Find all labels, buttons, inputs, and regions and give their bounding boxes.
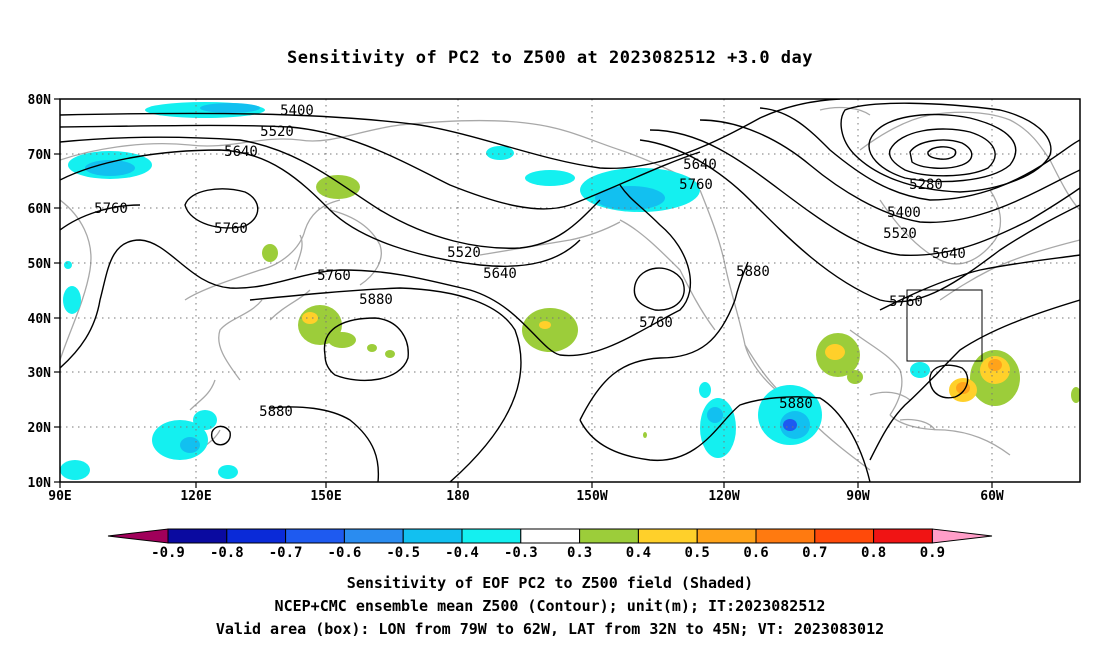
contour-label: 5760 (639, 315, 673, 331)
colorbar-swatch (696, 528, 757, 544)
contour-label: 5520 (260, 124, 294, 140)
lon-label: 60W (980, 489, 1004, 504)
lon-label: 150W (576, 489, 607, 504)
colorbar-swatch (873, 528, 933, 544)
contour-label: 5760 (94, 201, 128, 217)
colorbar-swatch (579, 528, 639, 544)
lat-label: 80N (28, 93, 52, 108)
colorbar-label: -0.7 (269, 545, 303, 561)
colorbar-label: 0.8 (861, 545, 886, 561)
lat-label: 60N (28, 202, 52, 217)
lat-label: 50N (28, 257, 52, 272)
colorbar-swatch (167, 528, 228, 544)
colorbar-label: -0.6 (328, 545, 362, 561)
colorbar-swatch (226, 528, 287, 544)
contour-label: 5400 (887, 205, 921, 221)
contour-label: 5880 (359, 292, 393, 308)
axis-ticks (54, 98, 993, 488)
colorbar-swatch (461, 528, 522, 544)
lon-label: 90W (846, 489, 870, 504)
sensitivity-shading (60, 102, 1080, 480)
lon-label: 180 (446, 489, 470, 504)
lon-label: 90E (48, 489, 71, 504)
colorbar-label: -0.9 (151, 545, 185, 561)
graticule (60, 99, 1080, 482)
colorbar-label: 0.6 (743, 545, 768, 561)
contour-label: 5760 (889, 294, 923, 310)
contour-label: 5640 (224, 144, 258, 160)
contour-label: 5640 (483, 266, 517, 282)
lat-label: 40N (28, 312, 52, 327)
contour-label: 5520 (883, 226, 917, 242)
contour-label: 5880 (779, 396, 813, 412)
contour-label: 5280 (909, 177, 943, 193)
contour-labels: 5400 5520 5640 5760 5760 5520 5640 5640 … (94, 103, 966, 420)
lon-labels: 90E 120E 150E 180 150W 120W 90W 60W (48, 489, 1004, 504)
colorbar-swatch (402, 528, 463, 544)
contour-label: 5760 (317, 268, 351, 284)
colorbar-label: -0.8 (210, 545, 244, 561)
lat-label: 30N (28, 366, 52, 381)
colorbar-label: -0.4 (445, 545, 479, 561)
footer-line-2: NCEP+CMC ensemble mean Z500 (Contour); u… (274, 597, 826, 615)
lon-label: 120E (180, 489, 211, 504)
colorbar-swatch (520, 528, 581, 544)
lat-labels: 80N 70N 60N 50N 40N 30N 20N 10N (28, 93, 52, 491)
lon-label: 120W (708, 489, 739, 504)
colorbar-end-left (107, 528, 169, 544)
colorbar-swatch (343, 528, 404, 544)
footer-line-1: Sensitivity of EOF PC2 to Z500 field (Sh… (346, 574, 754, 592)
colorbar-swatch (285, 528, 345, 544)
chart-title: Sensitivity of PC2 to Z500 at 2023082512… (286, 48, 813, 68)
colorbar-label: 0.9 (920, 545, 945, 561)
colorbar-end-right (931, 528, 993, 544)
lat-label: 20N (28, 421, 52, 436)
contour-label: 5640 (932, 246, 966, 262)
contour-label: 5880 (259, 404, 293, 420)
lon-label: 150E (310, 489, 341, 504)
colorbar-label: -0.3 (504, 545, 538, 561)
colorbar-label: 0.5 (685, 545, 710, 561)
colorbar-label: -0.5 (386, 545, 420, 561)
contour-label: 5760 (679, 177, 713, 193)
colorbar-swatch (755, 528, 816, 544)
z500-contours (60, 99, 1080, 482)
colorbar: -0.9 -0.8 -0.7 -0.6 -0.5 -0.4 -0.3 0.3 0.4 0.5 0.6… (107, 528, 993, 561)
contour-label: 5520 (447, 245, 481, 261)
colorbar-swatch (637, 528, 698, 544)
contour-label: 5640 (683, 157, 717, 173)
plot-area: 5400 5520 5640 5760 5760 5520 5640 5640 … (60, 99, 1080, 482)
lat-label: 70N (28, 148, 52, 163)
lat-label: 10N (28, 476, 52, 491)
valid-area-box (906, 289, 983, 362)
footer-line-3: Valid area (box): LON from 79W to 62W, L… (215, 620, 885, 638)
colorbar-label: 0.7 (802, 545, 827, 561)
contour-label: 5400 (280, 103, 314, 119)
colorbar-swatch (814, 528, 875, 544)
contour-label: 5760 (214, 221, 248, 237)
colorbar-label: 0.3 (567, 545, 592, 561)
plot-frame (59, 98, 1081, 483)
contour-label: 5880 (736, 264, 770, 280)
colorbar-label: 0.4 (626, 545, 651, 561)
